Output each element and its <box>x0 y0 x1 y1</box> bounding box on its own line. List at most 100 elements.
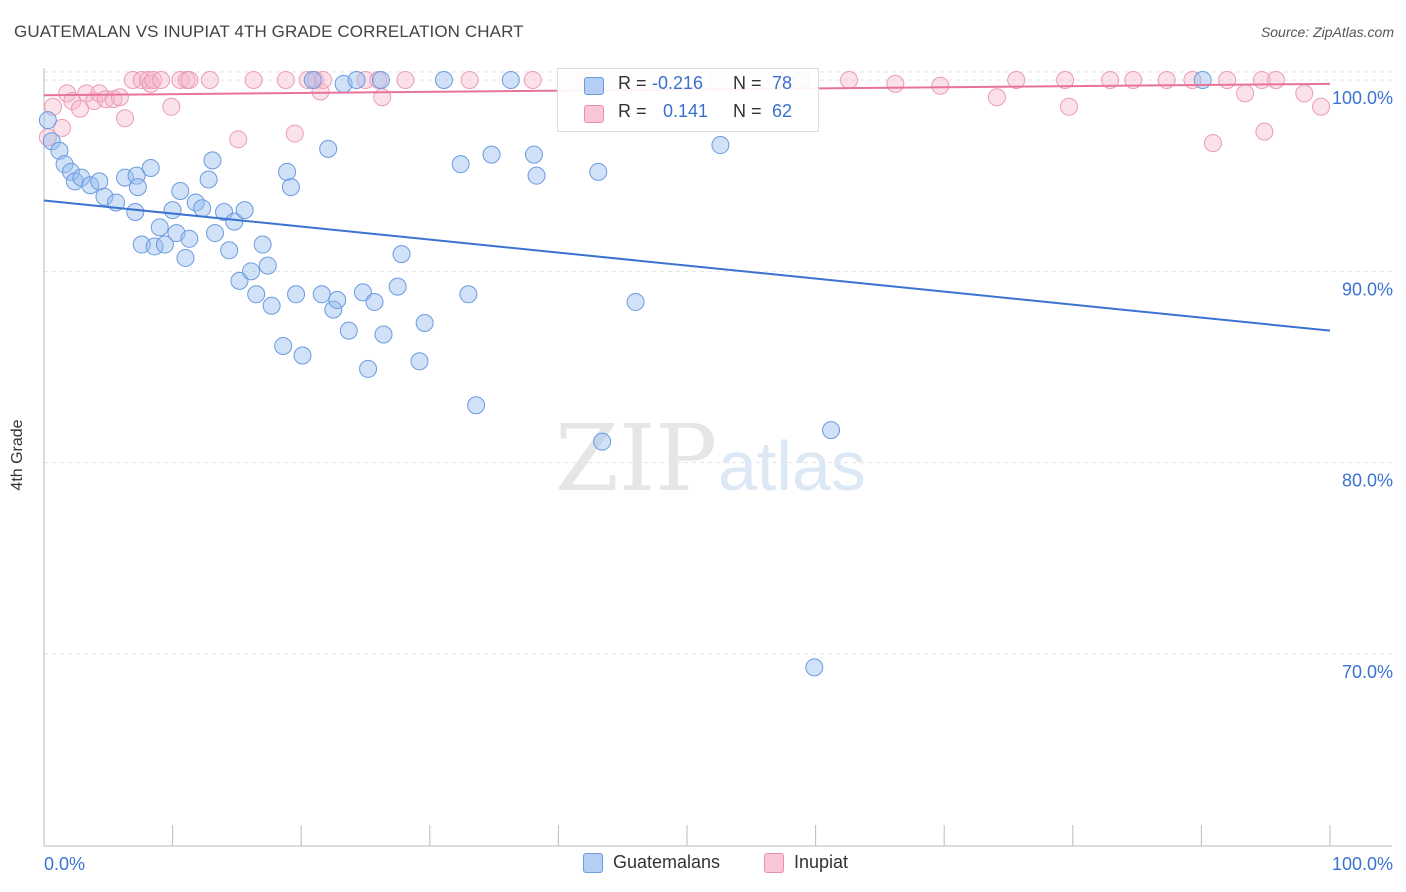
inupiat-point <box>116 109 135 128</box>
guatemalan-point <box>81 176 100 195</box>
inupiat-point <box>1059 97 1078 116</box>
inupiat-point <box>1295 84 1314 103</box>
inupiat-point <box>460 71 479 89</box>
source-credit: Source: ZipAtlas.com <box>1260 24 1394 40</box>
y-tick-label: 80.0% <box>1342 471 1393 491</box>
guatemalan-point <box>459 285 478 304</box>
guatemalan-point <box>242 262 261 281</box>
inupiat-point <box>314 71 333 89</box>
guatemalan-point <box>62 162 81 181</box>
guatemalan-point <box>410 352 429 371</box>
inupiat-point <box>886 74 905 93</box>
inupiat-point <box>298 71 317 89</box>
inupiat-point <box>1203 134 1222 153</box>
inupiat-point <box>1236 84 1255 103</box>
guatemalan-point <box>176 248 195 267</box>
inupiat-point <box>1311 97 1330 116</box>
guatemalan-point <box>467 396 486 415</box>
n-value: 78 <box>772 73 793 93</box>
guatemalan-point <box>278 162 297 181</box>
guatemalan-point <box>527 166 546 185</box>
inupiat-point <box>200 71 219 89</box>
guatemalan-point <box>319 139 338 158</box>
guatemalan-point <box>180 229 199 248</box>
guatemalan-point <box>38 111 57 130</box>
guatemalan-point <box>524 145 543 164</box>
guatemalan-point <box>711 136 730 155</box>
guatemalan-point <box>141 159 160 178</box>
inupiat-point <box>171 71 190 89</box>
guatemalan-point <box>303 71 322 89</box>
inupiat-point <box>1056 71 1075 89</box>
guatemalan-point <box>199 170 218 189</box>
inupiat-point <box>71 99 90 118</box>
guatemalan-point <box>434 71 453 89</box>
inupiat-point <box>152 71 171 89</box>
guatemalan-point <box>235 201 254 220</box>
guatemalan-point <box>392 245 411 264</box>
r-label: R = <box>618 101 647 121</box>
inupiat-point <box>396 71 415 89</box>
guatemalan-point <box>626 292 645 311</box>
stats-box: R = -0.216 N = 78 R = 0.141 N = 62 <box>557 68 819 132</box>
guatemalan-point <box>171 181 190 200</box>
guatemalan-point <box>258 256 277 275</box>
axes <box>43 68 1392 847</box>
guatemalan-point <box>253 235 272 254</box>
inupiat-point <box>123 71 142 89</box>
inupiat-point <box>1007 71 1026 89</box>
guatemalan-point <box>116 168 135 187</box>
watermark: ZIP atlas <box>555 405 866 512</box>
inupiat-point <box>244 71 263 89</box>
inupiat-point <box>840 71 859 89</box>
r-value: -0.216 <box>652 73 704 93</box>
r-label: R = <box>618 73 647 93</box>
guatemalan-point <box>353 283 372 302</box>
guatemalan-point <box>128 178 147 197</box>
guatemalan-point <box>274 336 293 355</box>
inupiat-point <box>931 76 950 95</box>
inupiat-point <box>229 130 248 149</box>
guatemalan-point <box>150 218 169 237</box>
guatemalan-point <box>415 313 434 332</box>
guatemalan-point <box>324 300 343 319</box>
inupiat-point <box>1255 122 1274 141</box>
legend-swatch-blue <box>583 853 603 873</box>
inupiat-point <box>523 71 542 89</box>
watermark-atlas: atlas <box>718 427 866 505</box>
inupiat-point <box>180 71 199 89</box>
guatemalan-point <box>95 187 114 206</box>
guatemalan-point <box>230 271 249 290</box>
guatemalan-point <box>339 321 358 340</box>
guatemalan-point <box>42 132 61 151</box>
guatemalan-point <box>589 162 608 181</box>
guatemalan-point <box>371 71 390 89</box>
inupiat-point <box>276 71 295 89</box>
guatemalan-point <box>593 432 612 451</box>
inupiat-point <box>987 88 1006 107</box>
guatemalan-point <box>247 285 266 304</box>
guatemalan-point <box>206 224 225 243</box>
inupiat-point <box>1218 71 1237 89</box>
guatemalan-point <box>90 172 109 191</box>
inupiat-point <box>63 92 82 111</box>
y-tick-label: 90.0% <box>1342 279 1393 299</box>
y-tick-label: 70.0% <box>1342 662 1393 682</box>
guatemalan-point <box>501 71 520 89</box>
guatemalan-point <box>281 178 300 197</box>
x-tick-label: 100.0% <box>1332 854 1393 874</box>
inupiat-point <box>1101 71 1120 89</box>
guatemalan-point <box>50 141 69 160</box>
guatemalan-trend-line <box>43 199 1331 332</box>
guatemalan-point <box>155 235 174 254</box>
n-label: N = <box>733 101 762 121</box>
grid-lines <box>44 71 1392 655</box>
inupiat-point <box>285 124 304 143</box>
guatemalan-point <box>127 166 146 185</box>
tick-labels: 70.0% 80.0% 90.0% 100.0% 0.0% 100.0% <box>44 88 1393 874</box>
inupiat-point <box>110 88 129 107</box>
inupiat-point <box>1124 71 1143 89</box>
chart-title: GUATEMALAN VS INUPIAT 4TH GRADE CORRELAT… <box>14 22 524 41</box>
inupiat-point <box>356 71 375 89</box>
